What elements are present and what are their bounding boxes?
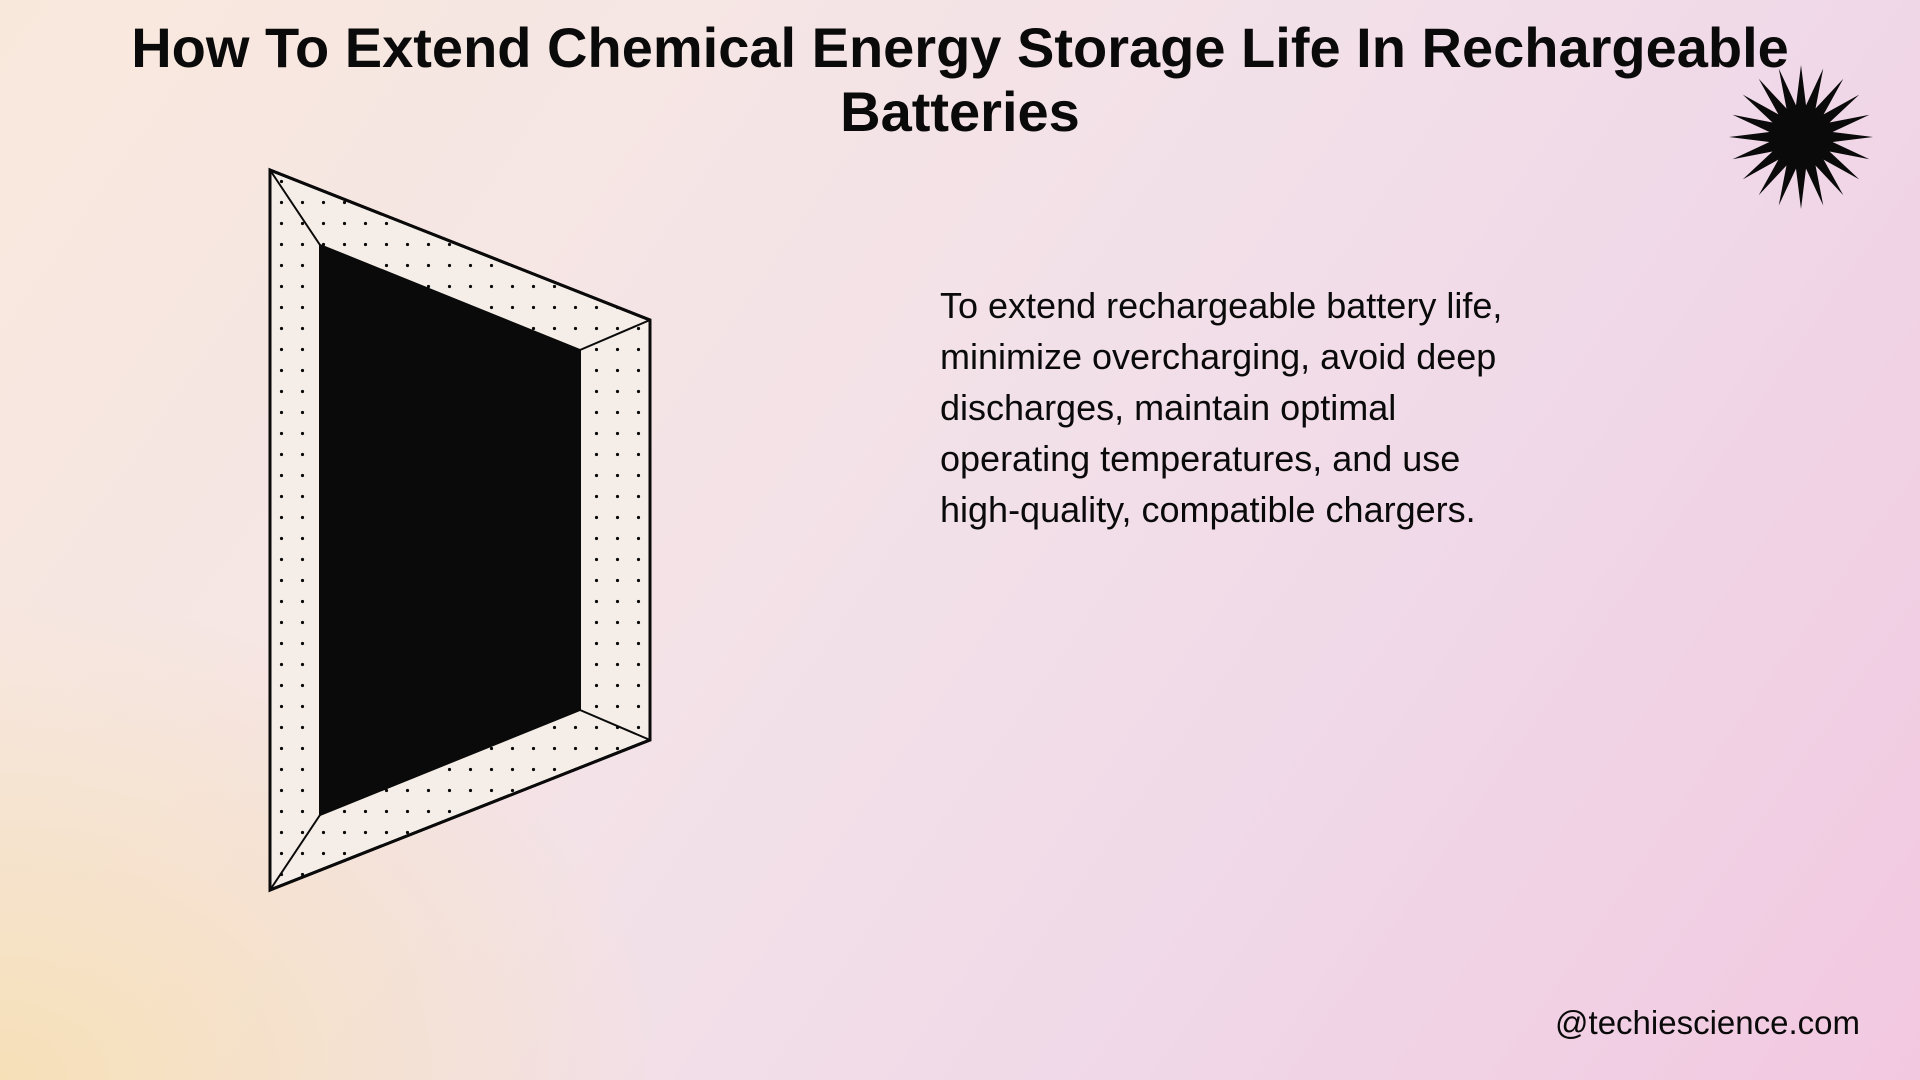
handle-text: @techiescience.com bbox=[1555, 1004, 1860, 1042]
body-paragraph: To extend rechargeable battery life, min… bbox=[940, 280, 1520, 536]
starburst-icon bbox=[1726, 62, 1876, 212]
page-title: How To Extend Chemical Energy Storage Li… bbox=[0, 16, 1920, 145]
tunnel-illustration bbox=[250, 150, 670, 910]
